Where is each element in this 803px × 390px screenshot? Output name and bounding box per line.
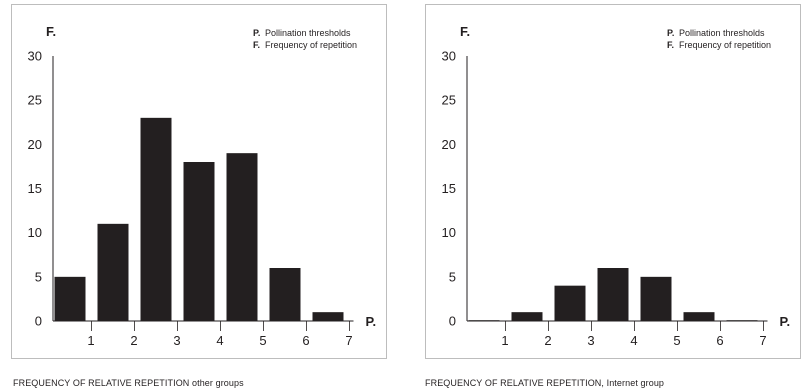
bar-1: [54, 276, 86, 321]
legend-key: F.: [253, 40, 260, 50]
x-tick-label: 7: [345, 333, 352, 348]
x-tick-label: 6: [716, 333, 723, 348]
bar-4: [183, 162, 215, 321]
bar-2: [511, 312, 543, 321]
x-axis-title: P.: [366, 314, 377, 329]
x-tick-label: 4: [216, 333, 223, 348]
y-axis-title: F.: [460, 24, 470, 39]
bar-1: [468, 320, 500, 321]
y-tick-label: 15: [442, 181, 456, 196]
y-tick-label: 30: [28, 49, 42, 64]
bar-3: [140, 117, 172, 321]
y-tick-label: 10: [28, 225, 42, 240]
y-tick-label: 20: [28, 137, 42, 152]
legend-entry: Pollination thresholds: [265, 28, 351, 38]
bar-3: [554, 285, 586, 321]
y-tick-label: 25: [28, 93, 42, 108]
chart-panel-other-groups: F. P. Pollination thresholds F. Frequency of…: [11, 4, 387, 359]
legend-key: P.: [667, 28, 674, 38]
x-tick-label: 1: [501, 333, 508, 348]
x-tick-label: 3: [173, 333, 180, 348]
y-tick-label: 5: [449, 269, 456, 284]
bar-5: [640, 276, 672, 321]
bar-2: [97, 223, 129, 321]
bar-4: [597, 268, 629, 321]
y-tick-label: 0: [449, 314, 456, 329]
y-tick-label: 5: [35, 269, 42, 284]
x-tick-label: 2: [130, 333, 137, 348]
y-tick-label: 30: [442, 49, 456, 64]
chart-caption-internet-group: FREQUENCY OF RELATIVE REPETITION, Intern…: [425, 378, 665, 388]
bar-7: [726, 320, 758, 321]
legend-entry: Frequency of repetition: [679, 40, 771, 50]
x-tick-label: 3: [587, 333, 594, 348]
legend-entry: Pollination thresholds: [679, 28, 765, 38]
x-axis-title: P.: [780, 314, 791, 329]
y-tick-label: 0: [35, 314, 42, 329]
y-tick-label: 20: [442, 137, 456, 152]
x-tick-label: 4: [630, 333, 637, 348]
x-tick-label: 7: [759, 333, 766, 348]
x-tick-label: 2: [544, 333, 551, 348]
chart-caption-other-groups: FREQUENCY OF RELATIVE REPETITION other g…: [13, 378, 244, 388]
legend-entry: Frequency of repetition: [265, 40, 357, 50]
x-tick-label: 6: [302, 333, 309, 348]
bar-chart-internet-group: F. P. Pollination thresholds F. Frequency of…: [442, 24, 791, 348]
x-tick-label: 1: [87, 333, 94, 348]
bar-6: [269, 268, 301, 321]
chart-panel-internet-group: F. P. Pollination thresholds F. Frequency of…: [425, 4, 801, 359]
y-tick-label: 15: [28, 181, 42, 196]
y-axis-title: F.: [46, 24, 56, 39]
y-tick-label: 10: [442, 225, 456, 240]
bar-6: [683, 312, 715, 321]
bar-chart-other-groups: F. P. Pollination thresholds F. Frequency of…: [28, 24, 377, 348]
x-tick-label: 5: [673, 333, 680, 348]
legend-key: P.: [253, 28, 260, 38]
y-tick-label: 25: [442, 93, 456, 108]
bar-7: [312, 312, 344, 321]
x-tick-label: 5: [259, 333, 266, 348]
legend-key: F.: [667, 40, 674, 50]
bar-5: [226, 153, 258, 321]
